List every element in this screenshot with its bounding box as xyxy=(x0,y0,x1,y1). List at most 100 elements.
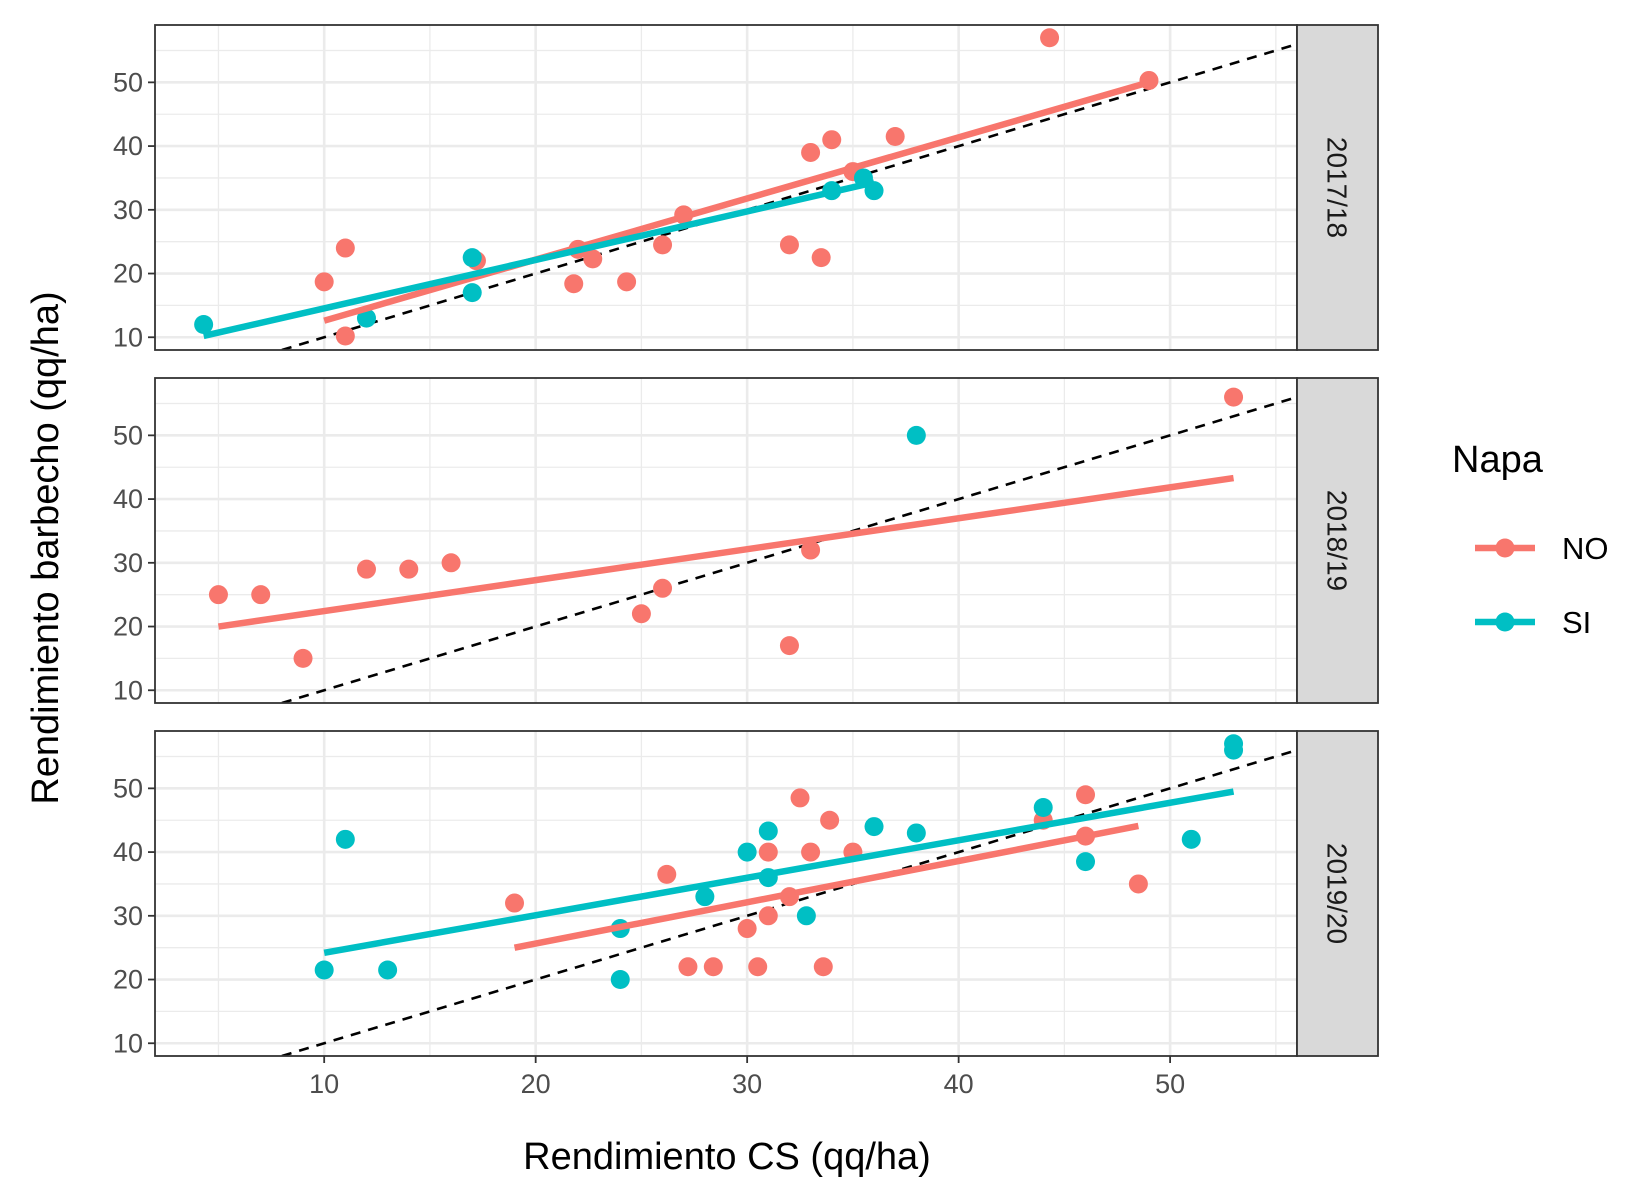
data-point-si xyxy=(737,842,757,862)
data-point-no xyxy=(356,559,376,579)
data-point-no xyxy=(1076,785,1096,805)
y-tick-label: 40 xyxy=(113,837,143,867)
panel-background xyxy=(155,378,1297,703)
data-point-no xyxy=(801,142,821,162)
y-tick-label: 40 xyxy=(113,484,143,514)
data-point-si xyxy=(610,970,630,990)
identity-line xyxy=(281,42,1297,350)
fit-line-no xyxy=(217,474,1235,630)
data-point-si xyxy=(864,817,884,837)
x-tick-label: 50 xyxy=(1155,1069,1185,1099)
data-point-no xyxy=(208,585,228,605)
fit-line-si xyxy=(202,179,875,340)
y-tick-label: 30 xyxy=(113,195,143,225)
data-point-no xyxy=(631,604,651,624)
facet-panels: 2017/1810203040502018/1910203040502019/2… xyxy=(113,24,1379,1058)
y-tick-label: 20 xyxy=(113,259,143,289)
panel-background xyxy=(155,25,1297,350)
data-point-si xyxy=(1033,797,1053,817)
data-point-no xyxy=(703,957,723,977)
data-point-no xyxy=(653,235,673,255)
data-point-no xyxy=(335,326,355,346)
data-point-no xyxy=(758,906,778,926)
x-tick-label: 40 xyxy=(944,1069,974,1099)
data-point-si xyxy=(1076,852,1096,872)
data-point-si xyxy=(335,829,355,849)
data-point-no xyxy=(779,235,799,255)
legend-key-point xyxy=(1495,612,1515,632)
y-tick-label: 10 xyxy=(113,675,143,705)
fit-line-no xyxy=(513,822,1140,951)
data-point-no xyxy=(441,553,461,573)
y-tick-label: 50 xyxy=(113,67,143,97)
y-tick-label: 30 xyxy=(113,901,143,931)
facet-strip-label: 2017/18 xyxy=(1322,137,1353,238)
legend-label: NO xyxy=(1562,531,1609,566)
data-point-no xyxy=(653,578,673,598)
y-tick-label: 30 xyxy=(113,548,143,578)
data-point-no xyxy=(505,893,525,913)
data-point-no xyxy=(801,540,821,560)
data-point-no xyxy=(583,249,603,269)
fit-line-si xyxy=(323,788,1235,956)
legend-key-point xyxy=(1495,538,1515,558)
data-point-si xyxy=(695,887,715,907)
data-point-no xyxy=(617,272,637,292)
legend: Napa NO SI xyxy=(1452,439,1609,640)
data-point-no xyxy=(251,585,271,605)
data-point-no xyxy=(822,130,842,150)
y-tick-label: 40 xyxy=(113,131,143,161)
data-point-no xyxy=(737,919,757,939)
data-point-si xyxy=(758,821,778,841)
data-point-si xyxy=(462,283,482,303)
data-point-no xyxy=(885,127,905,147)
facet-strip xyxy=(1296,377,1379,704)
legend-item-no: NO xyxy=(1475,531,1609,566)
x-axis-title: Rendimiento CS (qq/ha) xyxy=(523,1136,931,1178)
facet-strip-label: 2019/20 xyxy=(1322,843,1353,944)
data-point-si xyxy=(906,425,926,445)
data-point-si xyxy=(1181,829,1201,849)
fit-line-no xyxy=(323,79,1150,324)
data-point-no xyxy=(820,810,840,830)
identity-line xyxy=(281,395,1297,703)
data-point-no xyxy=(335,238,355,258)
facet-panel-2019-20: 2019/20 10 20 30 40 50 xyxy=(113,730,1379,1058)
panel-background xyxy=(155,731,1297,1056)
data-point-si xyxy=(1224,740,1244,760)
facet-strip xyxy=(1296,24,1379,351)
data-point-no xyxy=(811,248,831,268)
y-tick-label: 10 xyxy=(113,1028,143,1058)
data-point-no xyxy=(1224,387,1244,407)
y-tick-label: 20 xyxy=(113,965,143,995)
data-point-no xyxy=(678,957,698,977)
legend-title: Napa xyxy=(1452,439,1544,481)
y-axis-title: Rendimiento barbecho (qq/ha) xyxy=(25,291,67,804)
y-tick-label: 50 xyxy=(113,420,143,450)
y-tick-label: 50 xyxy=(113,773,143,803)
facet-panel-2018-19: 2018/19 10 20 30 40 50 xyxy=(113,377,1379,705)
data-point-si xyxy=(314,960,334,980)
x-axis: 10 20 30 40 50 xyxy=(309,1056,1185,1099)
facet-panel-2017-18: 2017/18 10 20 30 40 50 xyxy=(113,24,1379,352)
legend-label: SI xyxy=(1562,605,1591,640)
x-tick-label: 10 xyxy=(309,1069,339,1099)
data-point-no xyxy=(564,274,584,294)
data-point-no xyxy=(314,272,334,292)
facet-strip-label: 2018/19 xyxy=(1322,490,1353,591)
data-point-no xyxy=(748,957,768,977)
data-point-si xyxy=(378,960,398,980)
y-tick-label: 20 xyxy=(113,612,143,642)
data-point-no xyxy=(779,636,799,656)
data-point-no xyxy=(1128,874,1148,894)
data-point-no xyxy=(801,842,821,862)
data-point-si xyxy=(356,308,376,328)
y-tick-label: 10 xyxy=(113,322,143,352)
data-point-si xyxy=(906,823,926,843)
data-point-no xyxy=(790,788,810,808)
data-point-no xyxy=(293,648,313,668)
x-tick-label: 20 xyxy=(521,1069,551,1099)
x-tick-label: 30 xyxy=(732,1069,762,1099)
data-point-si xyxy=(796,906,816,926)
data-point-no xyxy=(657,864,677,884)
